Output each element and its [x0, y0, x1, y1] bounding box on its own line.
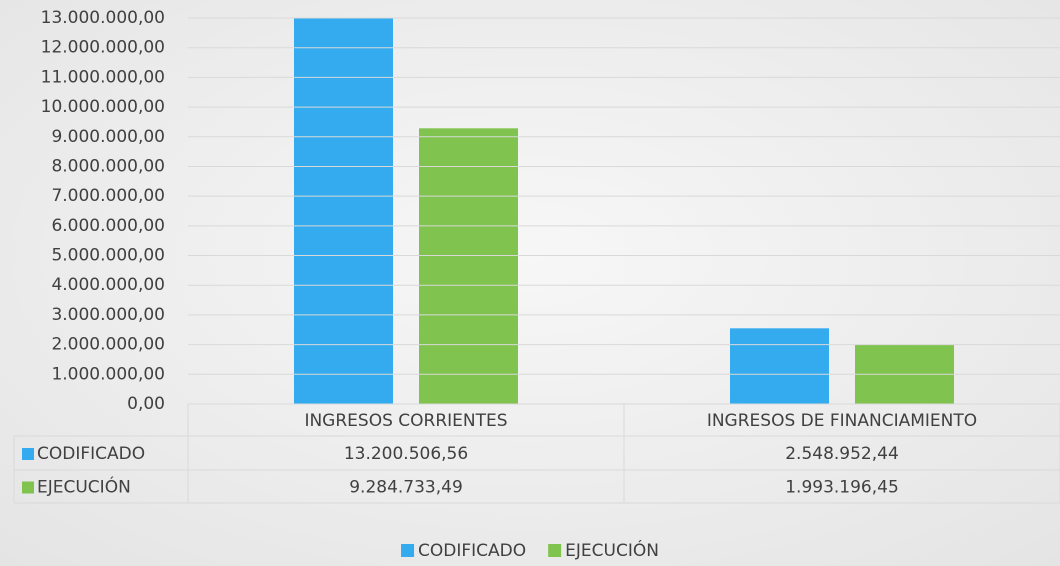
legend-label: EJECUCIÓN: [565, 539, 659, 561]
y-tick-label: 2.000.000,00: [51, 335, 165, 355]
table-value: 2.548.952,44: [785, 444, 899, 464]
x-tick-label: INGRESOS CORRIENTES: [304, 411, 507, 431]
table-value: 13.200.506,56: [344, 444, 468, 464]
table-series-name: CODIFICADO: [37, 444, 145, 464]
table-value: 1.993.196,45: [785, 478, 899, 498]
table-value: 9.284.733,49: [349, 478, 463, 498]
x-tick-label: INGRESOS DE FINANCIAMIENTO: [707, 411, 977, 431]
y-tick-label: 7.000.000,00: [51, 186, 165, 206]
y-tick-label: 10.000.000,00: [41, 97, 165, 117]
y-tick-label: 11.000.000,00: [41, 67, 165, 87]
legend-key: [548, 544, 562, 557]
legend-label: CODIFICADO: [418, 541, 526, 561]
y-tick-label: 5.000.000,00: [51, 246, 165, 266]
legend: CODIFICADO EJECUCIÓN: [401, 539, 659, 561]
legend-key: [401, 544, 415, 557]
y-tick-label: 9.000.000,00: [51, 127, 165, 147]
bar: [730, 328, 829, 404]
y-tick-label: 6.000.000,00: [51, 216, 165, 236]
y-tick-label: 13.000.000,00: [41, 8, 165, 28]
table-legend-key: [22, 481, 34, 494]
y-tick-label: 8.000.000,00: [51, 156, 165, 176]
table-legend-key: [22, 448, 34, 460]
y-tick-label: 0,00: [127, 394, 165, 414]
bar: [419, 128, 518, 404]
y-tick-label: 12.000.000,00: [41, 38, 165, 58]
table-series-name: EJECUCIÓN: [37, 476, 131, 498]
y-tick-label: 4.000.000,00: [51, 275, 165, 295]
bar: [294, 18, 393, 404]
y-tick-label: 1.000.000,00: [51, 364, 165, 384]
y-tick-label: 3.000.000,00: [51, 305, 165, 325]
